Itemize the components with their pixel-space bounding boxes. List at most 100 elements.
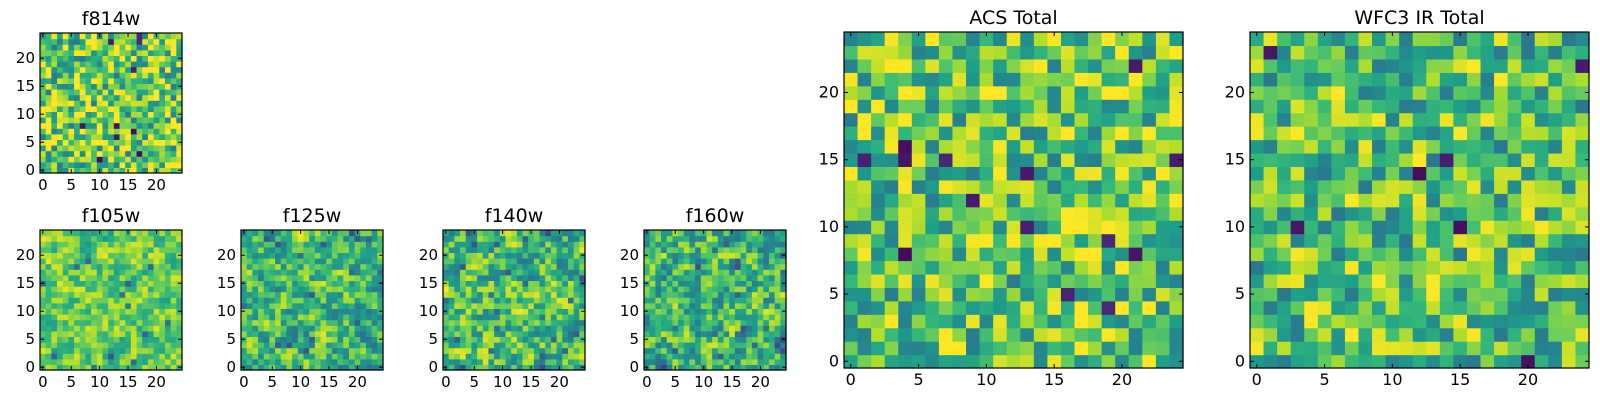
heatmap-cell (763, 241, 770, 248)
heatmap-cell (528, 274, 535, 281)
heatmap-cell (734, 241, 742, 248)
heatmap-cell (102, 89, 109, 96)
heatmap-cell (1128, 341, 1143, 356)
heatmap-cell (1507, 166, 1522, 181)
heatmap-cell (488, 297, 495, 304)
heatmap-cell (258, 314, 265, 321)
heatmap-cell (1006, 287, 1021, 302)
heatmap-cell (1480, 166, 1495, 181)
heatmap-cell (494, 325, 501, 332)
heatmap-cell (505, 280, 512, 287)
heatmap-cell (303, 297, 310, 304)
heatmap-cell (1575, 287, 1590, 302)
heatmap-cell (1304, 193, 1319, 208)
heatmap-cell (108, 263, 115, 270)
heatmap-cell (700, 302, 708, 309)
heatmap-cell (1507, 260, 1522, 275)
heatmap-cell (1521, 58, 1536, 73)
heatmap-cell (533, 235, 541, 242)
heatmap-cell (280, 308, 288, 315)
heatmap-cell (683, 364, 691, 371)
heatmap-cell (746, 308, 753, 315)
heatmap-cell (550, 336, 558, 343)
heatmap-cell (751, 291, 759, 298)
heatmap-cell (74, 55, 81, 62)
heatmap-cell (979, 287, 994, 302)
heatmap-cell (1115, 179, 1130, 194)
heatmap-cell (1088, 327, 1103, 342)
heatmap-cell (91, 274, 98, 281)
heatmap-cell (1358, 220, 1373, 235)
heatmap-cell (337, 246, 344, 253)
heatmap-cell (1507, 193, 1522, 208)
heatmap-cell (79, 83, 87, 90)
heatmap-cell (164, 263, 172, 270)
heatmap-cell (666, 230, 673, 237)
heatmap-cell (649, 263, 656, 270)
heatmap-cell (757, 314, 764, 321)
heatmap-cell (297, 274, 305, 281)
heatmap-cell (1074, 166, 1089, 181)
heatmap-cell (516, 263, 524, 270)
heatmap-cell (533, 280, 541, 287)
heatmap-cell (51, 128, 58, 135)
heatmap-cell (45, 161, 52, 168)
heatmap-cell (326, 308, 333, 315)
heatmap-cell (1331, 273, 1346, 288)
heatmap-cell (348, 314, 356, 321)
heatmap-cell (1155, 220, 1171, 235)
heatmap-cell (1521, 341, 1536, 356)
heatmap-cell (1344, 354, 1360, 369)
heatmap-cell (539, 258, 546, 265)
heatmap-cell (1169, 314, 1184, 329)
heatmap-cell (746, 314, 753, 321)
heatmap-cell (1101, 354, 1116, 369)
heatmap-cell (562, 353, 569, 360)
heatmap-cell (354, 314, 361, 321)
heatmap-cell (1466, 179, 1482, 194)
heatmap-cell (454, 325, 461, 332)
heatmap-cell (113, 353, 121, 360)
heatmap-cell (1548, 85, 1563, 100)
heatmap-cell (360, 325, 367, 332)
heatmap-cell (113, 241, 121, 248)
heatmap-cell (360, 330, 367, 337)
heatmap-cell (683, 302, 691, 309)
heatmap-cell (1331, 32, 1346, 47)
heatmap-cell (91, 353, 98, 360)
heatmap-cell (176, 330, 183, 337)
heatmap-cell (79, 161, 87, 168)
heatmap-cell (153, 161, 160, 168)
heatmap-cell (45, 133, 52, 140)
heatmap-cell (303, 330, 310, 337)
heatmap-cell (1439, 354, 1454, 369)
heatmap-cell (516, 269, 524, 276)
heatmap-cell (1385, 139, 1400, 154)
heatmap-cell (1534, 354, 1549, 369)
heatmap-cell (45, 33, 52, 40)
heatmap-cell (460, 246, 467, 253)
heatmap-cell (666, 246, 673, 253)
heatmap-cell (1088, 166, 1103, 181)
heatmap-cell (91, 241, 98, 248)
heatmap-cell (125, 325, 132, 332)
heatmap-cell (700, 358, 708, 365)
heatmap-cell (482, 308, 490, 315)
heatmap-cell (511, 291, 518, 298)
heatmap-cell (454, 353, 461, 360)
heatmap-cell (1304, 99, 1319, 114)
heatmap-cell (45, 72, 52, 79)
heatmap-cell (1033, 152, 1048, 167)
heatmap-cell (343, 230, 350, 237)
heatmap-cell (844, 85, 859, 100)
heatmap-cell (377, 286, 384, 293)
heatmap-cell (911, 32, 926, 47)
heatmap-cell (516, 280, 524, 287)
heatmap-cell (774, 314, 781, 321)
heatmap-cell (263, 252, 270, 259)
heatmap-cell (1439, 85, 1454, 100)
heatmap-cell (649, 269, 656, 276)
heatmap-cell (1453, 247, 1468, 262)
heatmap-cell (119, 139, 126, 146)
heatmap-cell (102, 55, 109, 62)
